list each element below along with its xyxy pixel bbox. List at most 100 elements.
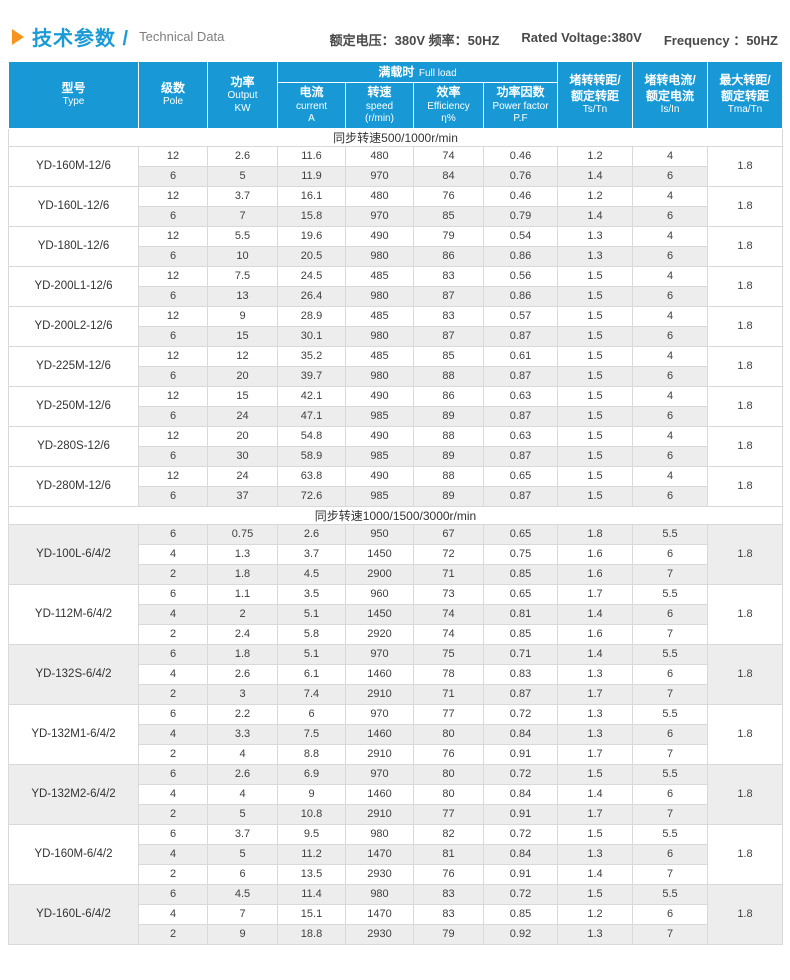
table-row: YD-132M2-6/4/2 6 2.6 6.9 970 80 0.72 1.5 5.5 1.8 — [8, 763, 784, 825]
data-cell: 1.3 — [557, 923, 634, 945]
data-cell: 5.5 — [632, 523, 709, 545]
model-cell: YD-180L-12/6 — [8, 225, 139, 267]
data-cell: 13.5 — [277, 863, 346, 885]
tma-cell: 1.8 — [707, 883, 784, 945]
data-cell: 6 — [138, 285, 208, 307]
data-cell: 85 — [413, 205, 484, 227]
data-cell: 83 — [413, 265, 484, 287]
data-cell: 6 — [632, 723, 709, 745]
data-cell: 30.1 — [277, 325, 346, 347]
rating-en-frequency: Frequency ：50HZ — [663, 33, 778, 48]
data-cell: 1460 — [345, 663, 414, 685]
section-title: 同步转速1000/1500/3000r/min — [7, 505, 784, 525]
data-cell: 24 — [207, 405, 278, 427]
data-cell: 74 — [413, 623, 484, 645]
data-cell: 5 — [207, 843, 278, 865]
data-cell: 12 — [138, 345, 208, 367]
data-cell: 12 — [138, 265, 208, 287]
data-cell: 67 — [413, 523, 484, 545]
data-cell: 1.5 — [557, 305, 634, 327]
data-cell: 6 — [138, 583, 208, 605]
section-title: 同步转速500/1000r/min — [7, 127, 784, 147]
data-cell: 4 — [632, 385, 709, 407]
col-header-tma-tn: 最大转距/ 额定转距 Tma/Tn — [707, 61, 784, 129]
data-cell: 72 — [413, 543, 484, 565]
data-cell: 0.86 — [482, 285, 559, 307]
data-cell: 86 — [413, 385, 484, 407]
data-cell: 0.87 — [482, 365, 559, 387]
data-cell: 12 — [207, 345, 278, 367]
table-row: YD-160M-12/6 12 2.6 11.6 480 74 0.46 1.2 4 1.8 — [8, 145, 784, 187]
data-cell: 5.5 — [632, 703, 709, 725]
table-row: 2 4 8.8 2910 76 0.91 1.7 7 — [9, 743, 783, 765]
data-cell: 79 — [413, 225, 484, 247]
data-cell: 86 — [413, 245, 484, 267]
data-cell: 960 — [345, 583, 414, 605]
data-cell: 1.5 — [557, 405, 634, 427]
data-cell: 6 — [632, 285, 709, 307]
top-bar: 技术参数 / Technical Data 额定电压：380V 频率：50HZ … — [0, 0, 790, 61]
data-cell: 2 — [138, 743, 208, 765]
model-cell: YD-200L2-12/6 — [8, 305, 139, 347]
tma-cell: 1.8 — [707, 425, 784, 467]
data-cell: 58.9 — [277, 445, 346, 467]
data-cell: 6.9 — [277, 763, 346, 785]
table-row: 4 5 11.2 1470 81 0.84 1.3 6 — [9, 843, 783, 865]
data-cell: 78 — [413, 663, 484, 685]
data-cell: 2.2 — [207, 703, 278, 725]
data-cell: 5 — [207, 165, 278, 187]
data-cell: 1.2 — [557, 145, 634, 167]
model-cell: YD-250M-12/6 — [8, 385, 139, 427]
data-cell: 0.92 — [482, 923, 559, 945]
data-cell: 82 — [413, 823, 484, 845]
data-cell: 0.71 — [482, 643, 559, 665]
model-cell: YD-160L-12/6 — [8, 185, 139, 227]
tma-cell: 1.8 — [707, 225, 784, 267]
data-cell: 15 — [207, 325, 278, 347]
data-cell: 2.6 — [207, 663, 278, 685]
data-cell: 6 — [207, 863, 278, 885]
data-cell: 2 — [138, 563, 208, 585]
data-cell: 1.5 — [557, 265, 634, 287]
data-cell: 80 — [413, 723, 484, 745]
data-cell: 1.8 — [557, 523, 634, 545]
data-cell: 6 — [632, 903, 709, 925]
data-cell: 39.7 — [277, 365, 346, 387]
data-cell: 0.91 — [482, 803, 559, 825]
data-cell: 2910 — [345, 743, 414, 765]
section-header-row: 同步转速500/1000r/min — [7, 127, 784, 147]
data-cell: 1.4 — [557, 643, 634, 665]
data-cell: 42.1 — [277, 385, 346, 407]
data-cell: 2920 — [345, 623, 414, 645]
table-row: YD-180L-12/6 12 5.5 19.6 490 79 0.54 1.3 4 1.8 — [8, 225, 784, 267]
data-cell: 3.7 — [207, 823, 278, 845]
data-cell: 30 — [207, 445, 278, 467]
data-cell: 6 — [632, 663, 709, 685]
data-cell: 88 — [413, 425, 484, 447]
tma-cell: 1.8 — [707, 305, 784, 347]
table-row: 2 9 18.8 2930 79 0.92 1.3 7 — [9, 923, 783, 945]
data-cell: 0.79 — [482, 205, 559, 227]
model-cell: YD-225M-12/6 — [8, 345, 139, 387]
data-cell: 6 — [632, 405, 709, 427]
data-cell: 1450 — [345, 603, 414, 625]
data-cell: 6 — [277, 703, 346, 725]
table-row: 6 24 47.1 985 89 0.87 1.5 6 — [9, 405, 783, 427]
data-cell: 1.5 — [557, 325, 634, 347]
data-cell: 1.6 — [557, 623, 634, 645]
rating-info: 额定电压：380V 频率：50HZ Rated Voltage:380V Fre… — [330, 30, 778, 51]
data-cell: 84 — [413, 165, 484, 187]
title-marker-triangle-icon — [12, 28, 24, 45]
table-row: 6 30 58.9 985 89 0.87 1.5 6 — [9, 445, 783, 467]
table-row: 4 2 5.1 1450 74 0.81 1.4 6 — [9, 603, 783, 625]
data-cell: 2 — [138, 803, 208, 825]
data-cell: 12 — [138, 145, 208, 167]
data-cell: 0.85 — [482, 623, 559, 645]
table-row: YD-132S-6/4/2 6 1.8 5.1 970 75 0.71 1.4 5.5 1.8 — [8, 643, 784, 705]
data-cell: 0.87 — [482, 405, 559, 427]
data-cell: 0.87 — [482, 683, 559, 705]
data-cell: 1.3 — [557, 225, 634, 247]
data-cell: 24.5 — [277, 265, 346, 287]
data-cell: 2.6 — [207, 763, 278, 785]
